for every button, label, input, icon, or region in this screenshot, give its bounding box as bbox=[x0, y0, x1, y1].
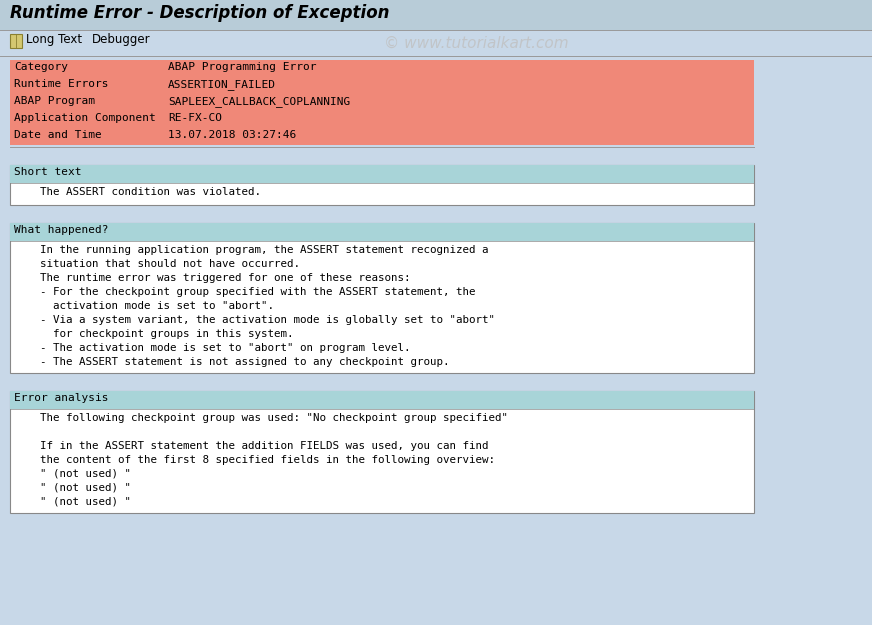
Bar bbox=[10, 165, 754, 205]
Text: the content of the first 8 specified fields in the following overview:: the content of the first 8 specified fie… bbox=[14, 455, 495, 465]
Bar bbox=[10, 111, 754, 128]
Text: Application Component: Application Component bbox=[14, 113, 156, 123]
Bar bbox=[10, 391, 754, 513]
Text: 13.07.2018 03:27:46: 13.07.2018 03:27:46 bbox=[168, 130, 296, 140]
Text: " (not used) ": " (not used) " bbox=[14, 497, 131, 507]
Text: Error analysis: Error analysis bbox=[14, 393, 108, 403]
Text: situation that should not have occurred.: situation that should not have occurred. bbox=[14, 259, 300, 269]
Text: - For the checkpoint group specified with the ASSERT statement, the: - For the checkpoint group specified wit… bbox=[14, 287, 475, 297]
Text: © www.tutorialkart.com: © www.tutorialkart.com bbox=[384, 36, 569, 51]
Text: The following checkpoint group was used: "No checkpoint group specified": The following checkpoint group was used:… bbox=[14, 413, 508, 423]
Text: What happened?: What happened? bbox=[14, 225, 108, 235]
Bar bbox=[0, 0, 872, 30]
Text: ASSERTION_FAILED: ASSERTION_FAILED bbox=[168, 79, 276, 90]
Text: " (not used) ": " (not used) " bbox=[14, 469, 131, 479]
Bar bbox=[10, 34, 22, 48]
Text: Category: Category bbox=[14, 62, 68, 72]
Text: RE-FX-CO: RE-FX-CO bbox=[168, 113, 222, 123]
Bar bbox=[10, 223, 754, 373]
Bar bbox=[10, 391, 754, 409]
Text: In the running application program, the ASSERT statement recognized a: In the running application program, the … bbox=[14, 245, 488, 255]
Text: for checkpoint groups in this system.: for checkpoint groups in this system. bbox=[14, 329, 294, 339]
Text: Date and Time: Date and Time bbox=[14, 130, 102, 140]
Text: - Via a system variant, the activation mode is globally set to "abort": - Via a system variant, the activation m… bbox=[14, 315, 495, 325]
Text: " (not used) ": " (not used) " bbox=[14, 483, 131, 493]
Bar bbox=[10, 77, 754, 94]
Bar bbox=[10, 165, 754, 183]
Bar bbox=[10, 128, 754, 145]
Text: Runtime Errors: Runtime Errors bbox=[14, 79, 108, 89]
Text: Short text: Short text bbox=[14, 167, 81, 177]
Text: ABAP Program: ABAP Program bbox=[14, 96, 95, 106]
Text: If in the ASSERT statement the addition FIELDS was used, you can find: If in the ASSERT statement the addition … bbox=[14, 441, 488, 451]
Bar bbox=[10, 94, 754, 111]
Text: Runtime Error - Description of Exception: Runtime Error - Description of Exception bbox=[10, 4, 390, 22]
Text: activation mode is set to "abort".: activation mode is set to "abort". bbox=[14, 301, 274, 311]
Text: The runtime error was triggered for one of these reasons:: The runtime error was triggered for one … bbox=[14, 273, 411, 283]
Text: ABAP Programming Error: ABAP Programming Error bbox=[168, 62, 317, 72]
Bar bbox=[10, 223, 754, 241]
Text: The ASSERT condition was violated.: The ASSERT condition was violated. bbox=[14, 187, 261, 197]
Bar bbox=[0, 30, 872, 56]
Bar bbox=[10, 60, 754, 77]
Text: Long Text: Long Text bbox=[26, 33, 82, 46]
Text: - The ASSERT statement is not assigned to any checkpoint group.: - The ASSERT statement is not assigned t… bbox=[14, 357, 449, 367]
Text: Debugger: Debugger bbox=[92, 33, 151, 46]
Text: SAPLEEX_CALLBACK_COPLANNING: SAPLEEX_CALLBACK_COPLANNING bbox=[168, 96, 351, 107]
Text: - The activation mode is set to "abort" on program level.: - The activation mode is set to "abort" … bbox=[14, 343, 411, 353]
